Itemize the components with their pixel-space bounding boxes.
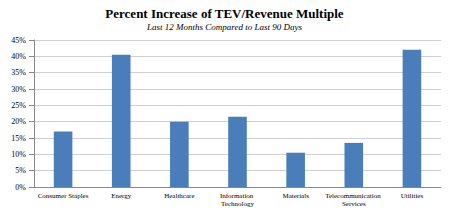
svg-text:Telecommunication: Telecommunication — [325, 192, 382, 200]
svg-text:Services: Services — [342, 200, 366, 208]
svg-text:Materials: Materials — [282, 192, 309, 200]
svg-text:Healthcare: Healthcare — [164, 192, 194, 200]
svg-text:Technology: Technology — [221, 200, 254, 208]
svg-text:25%: 25% — [11, 101, 26, 110]
svg-text:5%: 5% — [15, 166, 26, 175]
svg-text:10%: 10% — [11, 150, 26, 159]
svg-text:Last 12 Months Compared to Las: Last 12 Months Compared to Last 90 Days — [146, 22, 302, 32]
svg-text:20%: 20% — [11, 117, 26, 126]
svg-text:40%: 40% — [11, 52, 26, 61]
svg-text:35%: 35% — [11, 68, 26, 77]
svg-text:30%: 30% — [11, 85, 26, 94]
svg-text:Consumer Staples: Consumer Staples — [38, 192, 89, 200]
svg-text:15%: 15% — [11, 134, 26, 143]
svg-text:Information: Information — [220, 192, 255, 200]
svg-text:Percent Increase of TEV/Revenu: Percent Increase of TEV/Revenue Multiple — [105, 6, 344, 21]
svg-text:Energy: Energy — [111, 192, 132, 200]
svg-text:0%: 0% — [15, 183, 26, 192]
svg-text:45%: 45% — [11, 36, 26, 45]
svg-text:Utilities: Utilities — [401, 192, 424, 200]
